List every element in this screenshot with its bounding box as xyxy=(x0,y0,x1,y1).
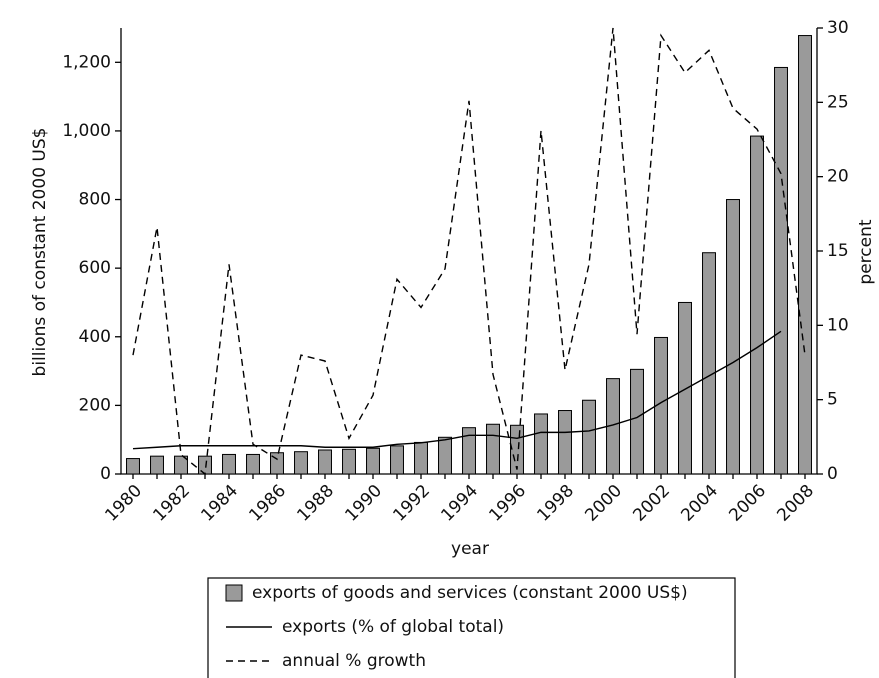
bar xyxy=(558,410,572,475)
bar xyxy=(630,368,644,475)
bar xyxy=(198,455,212,475)
line xyxy=(132,27,806,476)
y2-tick-label: 0 xyxy=(827,464,838,484)
line xyxy=(132,330,782,450)
x-tick-label: 2008 xyxy=(773,481,818,526)
y-tick-label: 0 xyxy=(100,464,111,484)
y2-tick-label: 30 xyxy=(827,18,849,38)
x-tick-label: 2006 xyxy=(725,481,770,526)
bar xyxy=(342,448,356,475)
bar xyxy=(294,451,308,475)
bar xyxy=(390,445,404,475)
x-tick-label: 1998 xyxy=(533,481,578,526)
bar xyxy=(462,427,476,475)
x-tick-label: 1992 xyxy=(389,481,434,526)
x-tick-label: 1980 xyxy=(101,481,146,526)
x-tick-label: 1986 xyxy=(245,481,290,526)
x-tick-label: 2002 xyxy=(629,481,674,526)
x-tick-label: 1996 xyxy=(485,481,530,526)
bar xyxy=(366,447,380,475)
bar xyxy=(702,252,716,475)
y-tick-label: 1,000 xyxy=(62,121,111,141)
x-tick-label: 1990 xyxy=(341,481,386,526)
y2-axis-label: percent xyxy=(856,219,876,284)
bar xyxy=(174,455,188,475)
legend-box xyxy=(207,577,736,678)
legend-label: exports (% of global total) xyxy=(282,617,504,637)
bar xyxy=(750,135,764,475)
bar xyxy=(438,436,452,475)
bar xyxy=(222,453,236,475)
x-tick-label: 2000 xyxy=(581,481,626,526)
y2-tick-label: 15 xyxy=(827,241,849,261)
y-tick-label: 600 xyxy=(79,258,111,278)
legend-label: exports of goods and services (constant … xyxy=(252,583,688,603)
y-tick-label: 200 xyxy=(79,395,111,415)
bar xyxy=(486,423,500,475)
bar xyxy=(270,452,284,475)
x-axis-label: year xyxy=(451,539,489,559)
bar xyxy=(246,453,260,475)
bar xyxy=(726,199,740,475)
y2-tick-label: 5 xyxy=(827,390,838,410)
bar xyxy=(678,301,692,475)
y-tick-label: 1,200 xyxy=(62,52,111,72)
y-axis-label: billions of constant 2000 US$ xyxy=(30,128,50,377)
bar xyxy=(534,413,548,475)
y2-tick-label: 10 xyxy=(827,315,849,335)
bar xyxy=(582,399,596,475)
bar xyxy=(798,35,812,475)
bar xyxy=(318,449,332,475)
bar xyxy=(126,458,140,475)
x-tick-label: 1994 xyxy=(437,481,482,526)
legend-label: annual % growth xyxy=(282,651,426,671)
y-tick-label: 400 xyxy=(79,327,111,347)
y2-tick-label: 25 xyxy=(827,92,849,112)
x-tick-label: 1988 xyxy=(293,481,338,526)
bar xyxy=(774,66,788,475)
bar xyxy=(150,455,164,475)
y2-tick-label: 20 xyxy=(827,167,849,187)
legend-swatch xyxy=(225,584,243,602)
y-tick-label: 800 xyxy=(79,190,111,210)
x-tick-label: 1982 xyxy=(149,481,194,526)
bar xyxy=(654,336,668,475)
x-tick-label: 2004 xyxy=(677,481,722,526)
x-tick-label: 1984 xyxy=(197,481,242,526)
bar xyxy=(414,441,428,475)
